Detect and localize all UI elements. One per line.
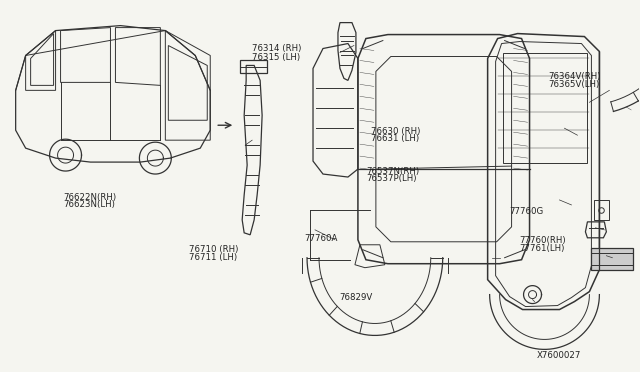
Polygon shape bbox=[591, 248, 634, 270]
Text: X7600027: X7600027 bbox=[537, 351, 582, 360]
Text: 76622N(RH): 76622N(RH) bbox=[63, 193, 116, 202]
Text: 77760G: 77760G bbox=[509, 207, 543, 216]
Text: 76631 (LH): 76631 (LH) bbox=[371, 134, 419, 143]
Text: 76364V(RH): 76364V(RH) bbox=[548, 72, 601, 81]
Text: 76314 (RH): 76314 (RH) bbox=[252, 44, 301, 53]
Text: 77761(LH): 77761(LH) bbox=[519, 244, 564, 253]
Text: 76711 (LH): 76711 (LH) bbox=[189, 253, 237, 262]
Text: 77760(RH): 77760(RH) bbox=[519, 236, 566, 246]
Text: 76537N(RH): 76537N(RH) bbox=[366, 167, 419, 176]
Text: 76829V: 76829V bbox=[339, 294, 372, 302]
Text: 76630 (RH): 76630 (RH) bbox=[371, 126, 420, 136]
Text: 76710 (RH): 76710 (RH) bbox=[189, 245, 239, 254]
Text: 76365V(LH): 76365V(LH) bbox=[548, 80, 600, 89]
Text: 76623N(LH): 76623N(LH) bbox=[63, 200, 115, 209]
Text: 76315 (LH): 76315 (LH) bbox=[252, 52, 300, 61]
Text: 77760A: 77760A bbox=[305, 234, 338, 243]
Text: 76537P(LH): 76537P(LH) bbox=[366, 174, 417, 183]
